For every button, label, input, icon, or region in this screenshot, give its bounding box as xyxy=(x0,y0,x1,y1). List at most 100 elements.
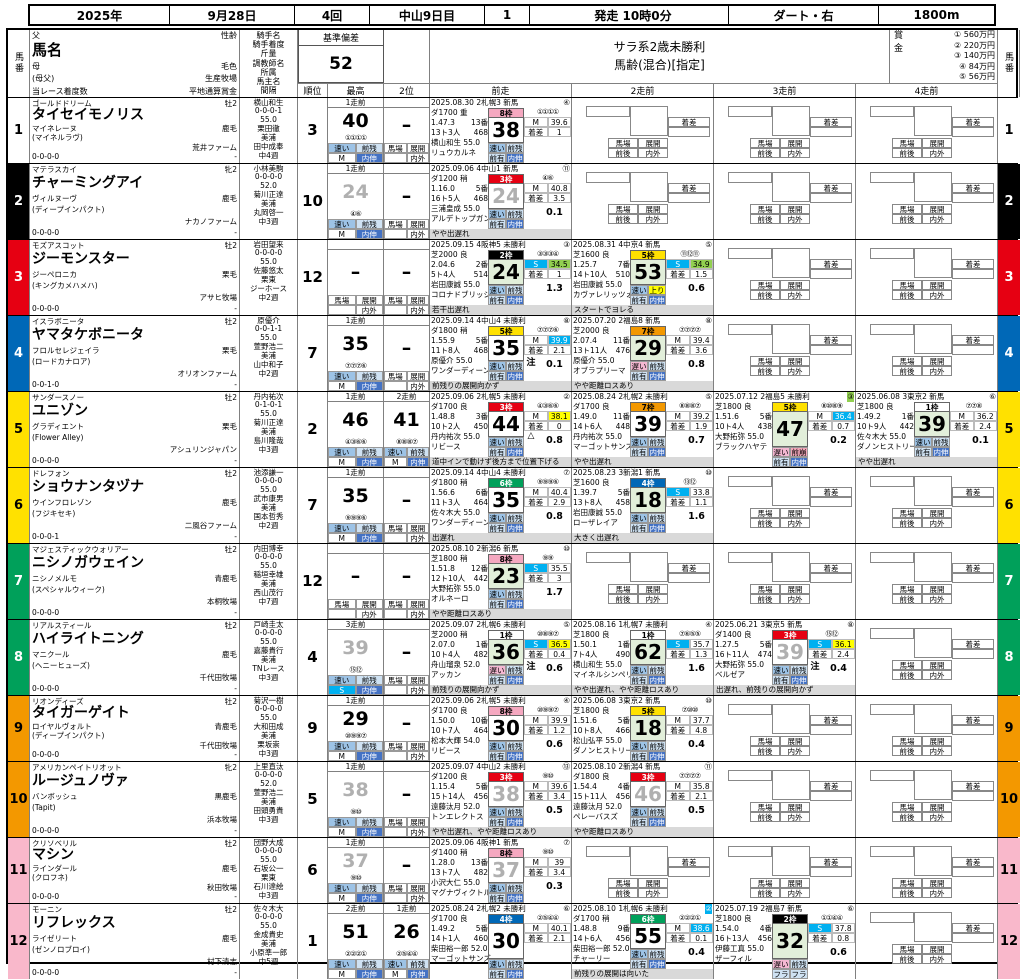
race-2back-cell: 着差 馬場 展開 前後 内外 xyxy=(572,163,714,239)
margin-row: 着差 2.1 xyxy=(666,790,713,801)
label-cell: 馬場 xyxy=(384,740,407,751)
label-cell: 内外 xyxy=(406,380,429,391)
coat-color: 黒鹿毛 xyxy=(214,791,238,801)
father-name: クリソベリル xyxy=(32,838,77,848)
note-mark xyxy=(524,583,538,609)
margin-row: 着差 0.4 xyxy=(524,648,571,659)
race-date-track: 2025.09.06 2札幌5 未勝利 xyxy=(431,391,526,401)
chip-内伸: 内伸 xyxy=(506,152,524,163)
score-empty: – xyxy=(401,783,412,805)
best-score-cell: 1走前 46 ④③⑥⑥ 速い 前残 M 内伸 xyxy=(328,391,384,467)
last-race-cell: 2025.09.14 4中山4 未勝利 ⑦ ダ1800 稍 1.56.6 6番 11ト3人… xyxy=(430,467,572,543)
chip-前有: 前有 xyxy=(772,674,790,685)
race-date-track: 2025.09.14 4中山4 未勝利 xyxy=(431,467,526,477)
note-mark xyxy=(808,943,822,979)
race-3back-cell: 2025.07.12 2福島5 未勝利 ③ 芝1800 良 1.51.6 5番 10ト4人… xyxy=(714,391,856,467)
kijun-label: 基準偏差 xyxy=(298,30,384,46)
label-cell: 展開 xyxy=(406,882,429,893)
naigai-label: 内外 xyxy=(780,213,810,224)
note-mark: 注 xyxy=(810,661,820,672)
baba-label: 馬場 xyxy=(892,801,922,812)
race-time-gate: 1.48.8 9番 xyxy=(573,923,630,933)
gate-frame-chip: 5枠 xyxy=(488,325,524,336)
race-record: 0-0-0-0 xyxy=(32,304,60,314)
father-name: ドレフォン xyxy=(32,468,70,478)
race-block: 2025.07.20 2福島8 新馬 ⑧ 芝2000 良 2.07.4 11番 13ト11… xyxy=(572,316,713,391)
score-value: 40 xyxy=(342,109,369,132)
pace-chip-row: 速い 前残 xyxy=(914,436,950,447)
margin-value: 2.4 xyxy=(831,648,855,659)
margin-row: 着差 2.9 xyxy=(524,496,571,507)
race-interval: 中3週 xyxy=(258,672,279,682)
finish-position: ⑬ xyxy=(562,761,571,771)
mother-name: ロイヤルヴォルト xyxy=(32,721,92,731)
finish-position: ⑪ xyxy=(704,761,713,771)
prize-earned: - xyxy=(234,892,237,902)
zengo-label: 前後 xyxy=(892,365,922,376)
pace-chip-row: M 内伸 xyxy=(384,968,429,979)
chip-速い: 速い xyxy=(328,370,356,381)
horse-number-right: 4 xyxy=(998,315,1020,391)
note-mark xyxy=(524,279,538,305)
gate-frame-chip: 6枠 xyxy=(488,477,524,488)
race-figures-col: ⑦⑦⑦⑦ M 35.8 着差 2.1 0.5 xyxy=(666,772,713,827)
margin-row: 着差 0.1 xyxy=(666,932,713,943)
race-3back-cell: 着差 馬場 展開 前後 内外 xyxy=(714,163,856,239)
race-time-gate: 1.16.0 5番 xyxy=(431,183,488,193)
last3f-time: 39.4 xyxy=(689,334,713,345)
mother-name: ニシノメルモ xyxy=(32,573,77,583)
baba-label: 馬場 xyxy=(892,583,922,594)
tenkai-label: 展開 xyxy=(780,203,810,214)
baba-label: 馬場 xyxy=(750,877,780,888)
umaban-header-right: 馬番 xyxy=(998,30,1020,97)
race-jockey: 岩田康誠 55.0 xyxy=(573,279,623,289)
race-winner: ダノンヒストリー xyxy=(857,441,917,451)
chip-内伸: 内伸 xyxy=(355,456,383,467)
pace-chip-row: 速い 前残 xyxy=(328,674,383,685)
race-jockey: 伊藤工真 55.0 xyxy=(715,943,765,953)
farm-name: アシュリンジャパン xyxy=(169,444,237,454)
gate-frame-chip: 2枠 xyxy=(488,249,524,260)
pace-chip-row: 前有 内伸 xyxy=(630,522,666,533)
pace-chip-row: 速い 前残 xyxy=(488,284,524,295)
horse-number-right: 6 xyxy=(998,467,1020,543)
speed-score: 37 xyxy=(488,857,524,883)
coat-color: 鹿毛 xyxy=(222,123,237,133)
template-label-row: 内外 xyxy=(384,892,429,903)
sex-age: 牡2 xyxy=(224,240,237,250)
adjust-value: 0.8 xyxy=(546,434,563,446)
race-jockey: 佐々木大 55.0 xyxy=(431,507,481,517)
chakusa-label: 着差 xyxy=(668,562,710,573)
chip-前残: 前残 xyxy=(506,436,524,447)
second-score-cell: – 馬場 展開 内外 xyxy=(384,163,430,239)
race-empty-template: 着差 馬場 展開 前後 内外 xyxy=(856,838,997,903)
race-popularity-weight: 7ト4人 490 xyxy=(573,649,630,659)
race-time-gate: 1.51.8 12番 xyxy=(431,563,488,573)
last-race-cell: 2025.08.24 2札幌2 未勝利 ⑥ ダ1700 良 1.49.2 5番 14ト1人… xyxy=(430,903,572,979)
chip-内伸: 内伸 xyxy=(355,380,383,391)
chakusa-label: 着差 xyxy=(810,334,852,345)
race-body: ダ1700 稍 1.48.8 9番 14ト6人 456 柴田裕一郎 52.0 チャーリー 6枠… xyxy=(572,913,713,969)
race-jockey: 丹内祐次 55.0 xyxy=(573,431,623,441)
note-mark: 注 xyxy=(526,357,536,368)
race-comment: やや出遅れ xyxy=(430,228,571,239)
race-time-gate: 1.49.2 1番 xyxy=(857,411,914,421)
race-block: 2025.08.30 2札幌3 新馬 ④ ダ1700 重 1.47.3 13番 13ト3人… xyxy=(430,98,571,163)
template-label-row: 内外 xyxy=(384,152,429,163)
pace-agari-row: S 35.7 xyxy=(666,638,713,649)
race-figures-col: ①①④④ S 37.8 着差 0.8 0.6 xyxy=(808,914,855,979)
jockey-name: 丹内祐次 xyxy=(253,391,284,401)
mother-name: マニクール xyxy=(32,649,70,659)
chakusa-label: 着差 xyxy=(666,724,690,735)
stable-region: 美浦 xyxy=(261,351,276,361)
score-source-label xyxy=(384,164,429,174)
score-source-label: 2走前 xyxy=(384,392,429,402)
pace-chip-row: M 内伸 xyxy=(328,152,383,163)
naigai-label: 内外 xyxy=(922,213,952,224)
corner-positions: ⑩⑨⑨⑦ xyxy=(536,705,559,714)
chakusa-label: 着差 xyxy=(668,182,710,193)
coat-color: 鹿毛 xyxy=(222,193,237,203)
baba-label: 馬場 xyxy=(750,735,780,746)
prize-item: ① 560万円 xyxy=(954,30,995,39)
gate-frame-chip: 7枠 xyxy=(630,401,666,412)
